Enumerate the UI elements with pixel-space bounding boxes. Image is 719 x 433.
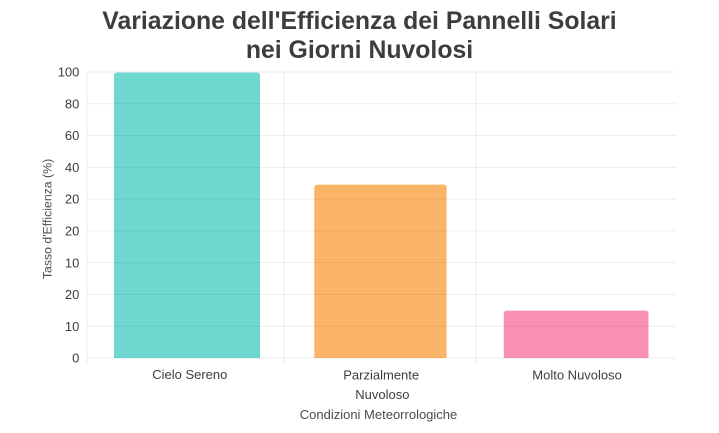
svg-text:20: 20 xyxy=(65,287,79,302)
svg-text:0: 0 xyxy=(72,351,79,366)
svg-text:Tasso d'Efficienza (%): Tasso d'Efficienza (%) xyxy=(41,159,55,279)
svg-text:100: 100 xyxy=(58,65,80,80)
svg-text:Condizioni Meteorrologiche: Condizioni Meteorrologiche xyxy=(300,407,458,422)
svg-text:Molto Nuvoloso: Molto Nuvoloso xyxy=(532,368,622,383)
svg-text:20: 20 xyxy=(65,192,79,207)
svg-text:Parzialmente: Parzialmente xyxy=(343,368,419,383)
svg-text:10: 10 xyxy=(65,255,79,270)
svg-text:Nuvoloso: Nuvoloso xyxy=(355,387,409,402)
svg-text:60: 60 xyxy=(65,128,79,143)
svg-text:10: 10 xyxy=(65,319,79,334)
svg-text:Variazione dell'Efficienza dei: Variazione dell'Efficienza dei Pannelli … xyxy=(102,8,616,35)
svg-text:20: 20 xyxy=(65,224,79,239)
svg-text:Cielo Sereno: Cielo Sereno xyxy=(152,367,227,382)
svg-text:40: 40 xyxy=(65,160,79,175)
svg-text:nei Giorni Nuvolosi: nei Giorni Nuvolosi xyxy=(246,37,473,64)
svg-text:80: 80 xyxy=(65,96,79,111)
